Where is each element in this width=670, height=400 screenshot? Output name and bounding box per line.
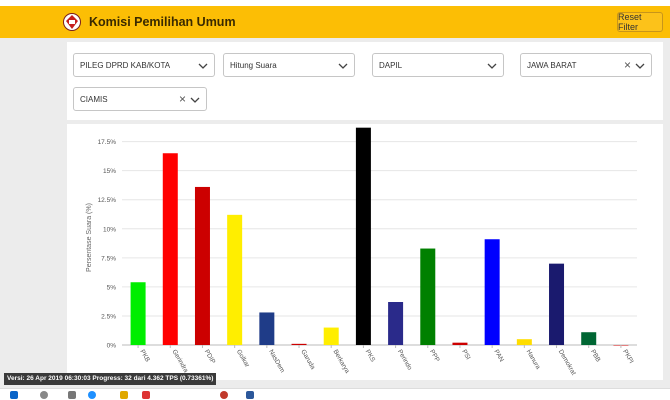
chart-bar [162,153,178,345]
x-tick-label: Hanura [525,349,542,371]
store-icon[interactable] [220,391,228,399]
chevron-down-icon [635,63,645,69]
kpu-logo-icon [63,13,81,31]
dapil-select[interactable]: DAPIL [372,53,504,77]
chrome-icon[interactable] [142,391,150,399]
chart-bar [484,239,500,345]
chart-bar [355,127,371,345]
select-value: JAWA BARAT [527,61,577,70]
x-tick-label: PKS [364,349,377,364]
x-tick-label: PDIP [203,349,217,366]
clear-icon[interactable]: × [178,92,186,106]
chart-bar [227,214,243,345]
select-value: PILEG DPRD KAB/KOTA [80,61,171,70]
chart-bar [420,248,436,345]
y-axis-label: Persentase Suara (%) [86,203,93,272]
y-tick-label: 5% [107,284,117,291]
chart-bar [452,342,468,345]
select-value: Hitung Suara [230,61,277,70]
x-tick-label: Demokrat [557,349,577,377]
province-select[interactable]: JAWA BARAT × [520,53,652,77]
chart-bar [388,302,404,345]
chevron-down-icon [198,63,208,69]
y-tick-label: 0% [107,343,117,350]
chart-bar [516,339,532,345]
chevron-down-icon [338,63,348,69]
chart-bar [549,263,565,345]
x-tick-label: PPP [428,349,441,364]
data-type-select[interactable]: Hitung Suara [223,53,355,77]
filter-panel: PILEG DPRD KAB/KOTA Hitung Suara DAPIL J… [67,42,663,120]
election-type-select[interactable]: PILEG DPRD KAB/KOTA [73,53,215,77]
x-tick-label: PBB [589,349,602,364]
chevron-down-icon [487,63,497,69]
x-tick-label: PKB [138,349,151,364]
y-tick-label: 10% [103,226,116,233]
search-icon[interactable] [40,391,48,399]
y-tick-label: 17.5% [98,139,117,146]
chart-bar [323,327,339,345]
select-value: DAPIL [379,61,403,70]
x-tick-label: PAN [492,349,505,364]
chart-bar [291,343,307,345]
x-tick-label: Garuda [299,349,316,372]
vote-percentage-chart: 0% 2.5% 5% 7.5% 10% 12.5% 15% 17.5% Persentase S… [86,127,637,377]
x-tick-label: PKPI [621,349,635,365]
app-header: Komisi Pemilihan Umum Reset Filter [0,6,670,38]
chevron-down-icon [190,97,200,103]
chart-bar [130,282,146,345]
chart-bar [194,186,210,345]
select-value: CIAMIS [80,95,108,104]
reset-filter-button[interactable]: Reset Filter [617,12,663,32]
explorer-icon[interactable] [120,391,128,399]
y-tick-label: 7.5% [101,255,116,262]
browser-top-strip [0,0,670,6]
edge-icon[interactable] [88,391,96,399]
chart-bar [259,312,275,345]
x-tick-label: Gerindra [171,349,190,375]
taskbar [0,388,670,400]
x-tick-label: PSI [460,349,471,362]
x-tick-label: NasDem [267,349,286,374]
chart-bar [581,332,597,345]
y-tick-label: 12.5% [98,197,117,204]
windows-icon[interactable] [10,391,18,399]
clear-icon[interactable]: × [623,58,631,72]
word-icon[interactable] [246,391,254,399]
regency-select[interactable]: CIAMIS × [73,87,207,111]
status-bar: Versi: 26 Apr 2019 06:30:03 Progress: 32… [4,373,217,385]
x-tick-label: Perindo [396,349,413,372]
app-title: Komisi Pemilihan Umum [89,15,236,29]
y-tick-label: 2.5% [101,313,116,320]
x-tick-label: Berkarya [331,349,350,375]
y-tick-label: 15% [103,168,116,175]
x-tick-label: Golkar [235,349,251,370]
task-view-icon[interactable] [68,391,76,399]
